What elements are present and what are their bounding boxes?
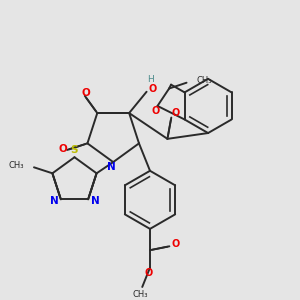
Text: O: O	[145, 268, 153, 278]
Text: CH₃: CH₃	[196, 76, 212, 85]
Text: O: O	[148, 84, 157, 94]
Text: N: N	[107, 162, 116, 172]
Text: O: O	[59, 144, 68, 154]
Text: O: O	[171, 239, 179, 249]
Text: N: N	[50, 196, 58, 206]
Text: CH₃: CH₃	[9, 161, 24, 170]
Text: S: S	[71, 146, 78, 155]
Text: O: O	[171, 108, 179, 118]
Text: H: H	[147, 75, 154, 84]
Text: O: O	[81, 88, 90, 98]
Text: O: O	[152, 106, 160, 116]
Text: CH₃: CH₃	[133, 290, 148, 299]
Text: N: N	[91, 196, 99, 206]
